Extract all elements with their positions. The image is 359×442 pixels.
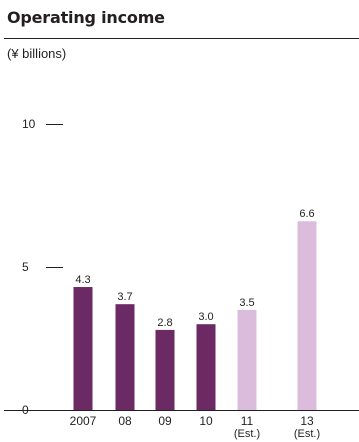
y-tick-label: 10 [22, 117, 36, 131]
x-tick-label: 13 [300, 414, 314, 428]
bar-11 [237, 309, 257, 410]
x-tick-label: 2007 [70, 414, 97, 428]
x-tick-label: 10 [199, 414, 213, 428]
bar-08 [115, 304, 135, 410]
data-label: 6.6 [299, 208, 314, 220]
data-label: 2.8 [157, 317, 172, 329]
data-label: 3.5 [239, 297, 254, 309]
data-label: 3.7 [117, 291, 132, 303]
bar-10 [196, 324, 216, 410]
y-tick-label: 0 [22, 403, 29, 417]
x-tick-label: 09 [158, 414, 172, 428]
data-label: 4.3 [75, 274, 90, 286]
data-label: 3.0 [198, 311, 213, 323]
bar-13 [297, 221, 317, 410]
bar-09 [155, 329, 175, 410]
y-tick-label: 5 [22, 260, 29, 274]
chart-title: Operating income [7, 8, 165, 27]
bar-2007 [73, 287, 93, 410]
x-tick-sublabel: (Est.) [294, 428, 320, 440]
x-tick-label: 08 [118, 414, 132, 428]
x-tick-sublabel: (Est.) [234, 428, 260, 440]
x-tick-label: 11 [241, 414, 254, 428]
unit-label: (¥ billions) [7, 46, 67, 61]
title-divider [4, 38, 359, 39]
